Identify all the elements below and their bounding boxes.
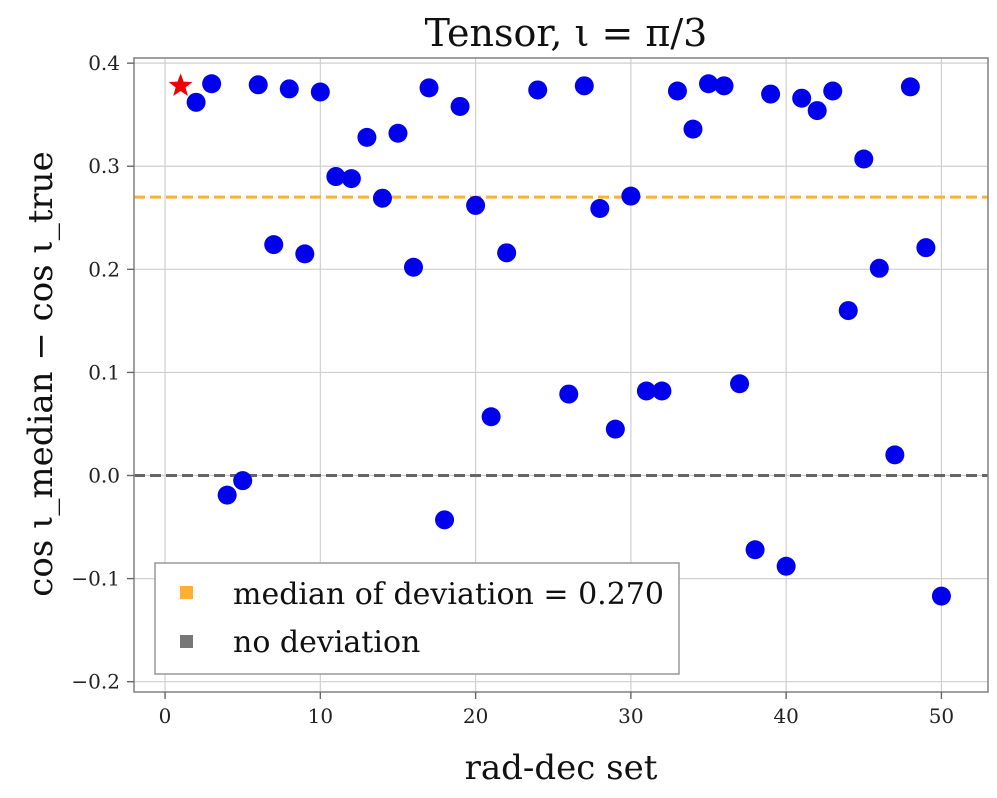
y-tick-label: 0.4 xyxy=(88,51,120,75)
plot-frame xyxy=(133,57,989,693)
y-axis-ticks: −0.2 −0.1 0.0 0.1 0.2 0.3 0.4 xyxy=(71,51,134,694)
data-point xyxy=(248,75,268,95)
data-point xyxy=(310,82,330,102)
data-point xyxy=(621,186,641,206)
x-tick-label: 50 xyxy=(929,704,954,728)
star-marker xyxy=(168,73,193,96)
legend-swatch-median xyxy=(180,586,193,599)
y-tick-label: −0.2 xyxy=(71,670,120,694)
y-tick-label: −0.1 xyxy=(71,567,120,591)
data-point xyxy=(730,374,750,394)
data-point xyxy=(776,556,796,576)
data-point xyxy=(202,74,222,94)
data-point xyxy=(714,76,734,96)
data-point xyxy=(869,258,889,278)
legend-label-no-deviation: no deviation xyxy=(233,625,420,660)
data-point xyxy=(605,419,625,439)
data-point xyxy=(217,485,237,505)
data-point xyxy=(916,238,936,258)
x-tick-label: 10 xyxy=(308,704,333,728)
data-point xyxy=(900,77,920,97)
data-point xyxy=(403,257,423,277)
y-tick-label: 0.0 xyxy=(88,464,120,488)
y-tick-label: 0.2 xyxy=(88,257,120,281)
data-points xyxy=(168,73,951,675)
legend-box xyxy=(154,562,680,675)
chart-title: Tensor, ι = π/3 xyxy=(425,11,708,55)
data-point xyxy=(528,80,548,100)
data-point xyxy=(838,301,858,321)
data-point xyxy=(357,127,377,147)
data-point xyxy=(667,81,687,101)
data-point xyxy=(807,101,827,121)
data-point xyxy=(341,169,361,189)
y-tick-label: 0.3 xyxy=(88,154,120,178)
data-point xyxy=(233,471,253,491)
data-point xyxy=(186,92,206,112)
x-axis-label: rad-dec set xyxy=(465,748,658,788)
data-point xyxy=(792,88,812,108)
data-point xyxy=(652,381,672,401)
data-point xyxy=(636,381,656,401)
y-axis-label: cos ι_median − cos ι_true xyxy=(21,151,61,596)
legend: median of deviation = 0.270 no deviation xyxy=(154,562,680,675)
legend-swatch-no-deviation xyxy=(180,635,193,648)
data-point xyxy=(497,243,517,263)
x-tick-label: 0 xyxy=(159,704,172,728)
x-tick-label: 40 xyxy=(773,704,798,728)
data-point xyxy=(699,74,719,94)
y-tick-label: 0.1 xyxy=(88,360,120,384)
data-point xyxy=(559,384,579,404)
data-point xyxy=(574,76,594,96)
data-point xyxy=(388,123,408,143)
data-point xyxy=(683,119,703,139)
data-point xyxy=(372,188,392,208)
data-point xyxy=(419,78,439,98)
data-point xyxy=(931,586,951,606)
x-tick-label: 20 xyxy=(463,704,488,728)
data-point xyxy=(590,199,610,219)
data-point xyxy=(481,407,501,427)
data-point xyxy=(823,81,843,101)
data-point xyxy=(885,445,905,465)
data-point xyxy=(761,84,781,104)
data-point xyxy=(264,235,284,255)
data-point xyxy=(466,195,486,215)
data-point xyxy=(745,540,765,560)
legend-label-median: median of deviation = 0.270 xyxy=(233,577,664,612)
data-point xyxy=(279,79,299,99)
reference-lines xyxy=(134,195,988,478)
x-axis-ticks: 0 10 20 30 40 50 xyxy=(159,692,954,728)
data-point xyxy=(435,510,455,530)
data-point xyxy=(450,96,470,116)
x-tick-label: 30 xyxy=(618,704,643,728)
data-point xyxy=(326,167,346,187)
data-point xyxy=(854,149,874,169)
data-point xyxy=(295,244,315,264)
